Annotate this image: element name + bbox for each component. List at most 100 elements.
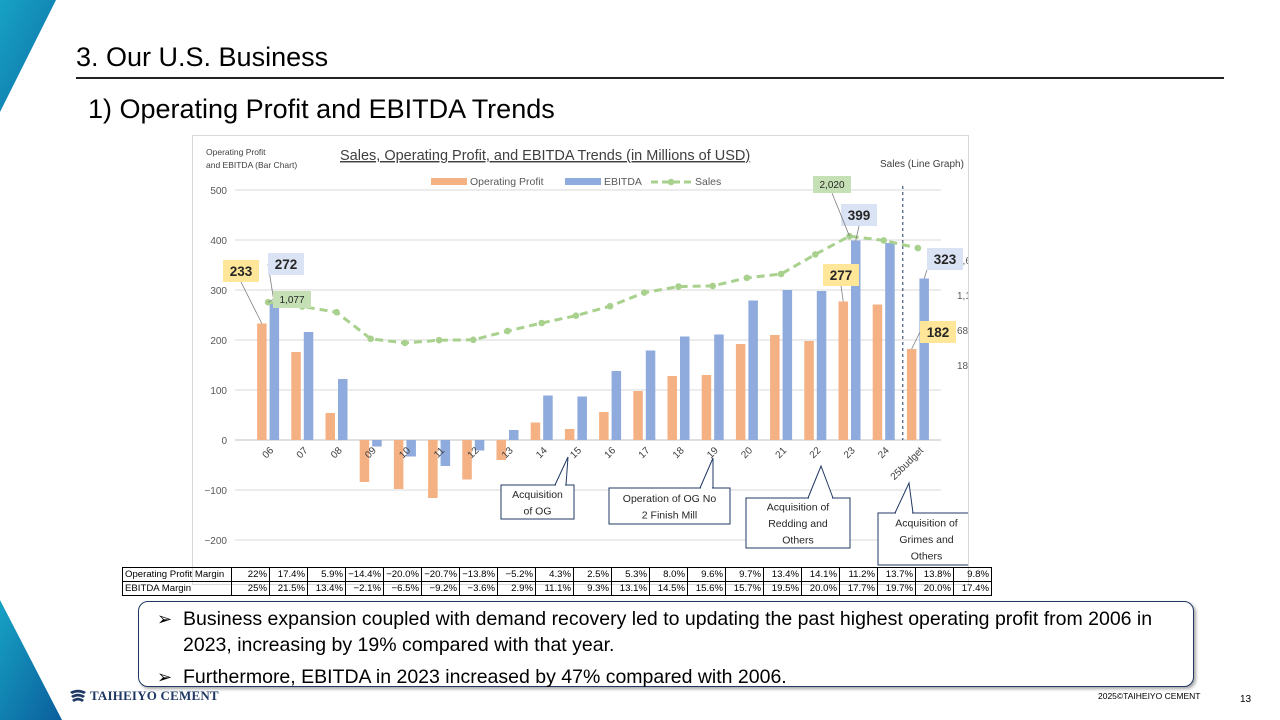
- bullet-item: ➢ Furthermore, EBITDA in 2023 increased …: [157, 664, 1167, 690]
- sales-point: [777, 270, 785, 278]
- x-tick-label: 25budget: [889, 445, 926, 482]
- annotations: Acquisition of OG Operation of OG No 2 Fini…: [500, 456, 968, 566]
- y-tick-label: 100: [210, 386, 227, 397]
- x-tick-label: 22: [808, 445, 824, 461]
- bar-operating-profit: [838, 301, 848, 440]
- callout-label: 182: [927, 325, 950, 340]
- bullet-text: Business expansion coupled with demand r…: [183, 608, 1153, 656]
- table-cell: −20.7%: [421, 567, 460, 582]
- legend-marker-sales: [667, 178, 675, 186]
- x-tick-label: 06: [261, 445, 277, 461]
- y2-tick-label: 680: [957, 326, 968, 337]
- callout-box: [927, 248, 963, 270]
- sales-point: [435, 336, 443, 344]
- table-cell: 17.7%: [839, 581, 878, 596]
- logo-text: TAIHEIYO CEMENT: [90, 688, 219, 703]
- callout-box: [813, 176, 851, 193]
- y-tick-label: 0: [221, 436, 227, 447]
- table-cell: 5.3%: [611, 567, 650, 582]
- table-cell: 13.4%: [763, 567, 802, 582]
- bar-operating-profit: [906, 349, 917, 440]
- bar-ebitda: [611, 371, 622, 440]
- y-tick-label: 200: [210, 336, 227, 347]
- bar-operating-profit: [599, 412, 609, 440]
- table-row: Operating Profit Margin 22% 17.4% 5.9% −14.4…: [122, 567, 992, 582]
- bar-ebitda: [782, 290, 793, 440]
- sales-point: [504, 327, 511, 335]
- bar-ebitda: [509, 430, 519, 440]
- table-cell: 11.1%: [535, 581, 574, 596]
- table-cell: 25%: [231, 581, 270, 596]
- callouts: 233 272 1,077 277 399 2,020 323 182: [223, 176, 963, 350]
- y-tick-label: 400: [210, 236, 227, 247]
- callout-leader: [923, 269, 928, 279]
- callout-box: [920, 321, 956, 343]
- sales-point: [401, 339, 409, 347]
- table-cell: 9.6%: [687, 567, 726, 582]
- bar-operating-profit: [257, 323, 267, 440]
- annotation-text: Others: [782, 535, 814, 547]
- callout-label: 277: [830, 268, 853, 283]
- copyright: 2025©TAIHEIYO CEMENT: [1098, 691, 1201, 701]
- y-tick-label: −200: [204, 536, 227, 547]
- bar-operating-profit: [496, 440, 506, 460]
- callout-leader: [240, 281, 263, 324]
- table-cell: 13.8%: [915, 567, 954, 582]
- y-axis-label: and EBITDA (Bar Chart): [206, 160, 297, 170]
- sales-point: [538, 319, 545, 327]
- x-tick-label: 07: [295, 445, 311, 461]
- table-cell: −2.1%: [345, 581, 384, 596]
- table-cell: 17.4%: [269, 567, 308, 582]
- bar-ebitda: [851, 240, 861, 440]
- bar-operating-profit: [735, 344, 746, 440]
- bar-operating-profit: [564, 429, 575, 440]
- bar-operating-profit: [428, 440, 438, 498]
- annotation-text: Others: [911, 551, 943, 563]
- table-cell: 15.6%: [687, 581, 726, 596]
- callout-label: 233: [230, 264, 253, 279]
- table-row: EBITDA Margin 25% 21.5% 13.4% −2.1% −6.5% −9.2…: [122, 581, 992, 596]
- table-cell: 5.9%: [307, 567, 346, 582]
- corner-decoration-bottom: [0, 600, 62, 720]
- bar-ebitda: [474, 440, 485, 451]
- callout-box: [841, 204, 877, 226]
- bar-ebitda: [269, 304, 280, 440]
- x-tick-label: 16: [603, 445, 619, 461]
- x-tick-label: 24: [876, 445, 892, 461]
- bar-ebitda: [919, 278, 929, 440]
- bar-ebitda: [680, 336, 690, 440]
- sales-point: [812, 251, 819, 258]
- bar-ebitda: [543, 395, 553, 440]
- sales-point: [880, 237, 887, 244]
- legend-label: Operating Profit: [470, 176, 544, 188]
- callout-box: [268, 253, 304, 275]
- arrow-bullet-icon: ➢: [157, 609, 173, 629]
- bar-ebitda: [338, 379, 348, 440]
- table-cell: 22%: [231, 567, 270, 582]
- table-cell: 19.7%: [877, 581, 916, 596]
- sales-point: [333, 308, 340, 316]
- bar-operating-profit: [291, 352, 301, 440]
- annotation-box: [877, 512, 968, 566]
- bar-operating-profit: [872, 304, 883, 440]
- table-cell: 4.3%: [535, 567, 574, 582]
- x-tick-label: 14: [534, 445, 550, 461]
- table-cell: 20.0%: [801, 581, 840, 596]
- table-cell: −9.2%: [421, 581, 460, 596]
- bar-ebitda: [714, 334, 724, 440]
- company-logo: TAIHEIYO CEMENT: [70, 688, 219, 704]
- table-cell: 9.3%: [573, 581, 612, 596]
- annotation-pointer: [554, 456, 569, 486]
- bar-ebitda: [577, 396, 587, 440]
- table-cell: −3.6%: [459, 581, 498, 596]
- sales-line: [264, 232, 922, 347]
- sales-point: [743, 274, 751, 282]
- bar-operating-profit: [462, 440, 472, 480]
- y2-axis-label: Sales (Line Graph): [880, 159, 964, 170]
- sales-point: [572, 312, 580, 319]
- callout-leader: [855, 225, 860, 241]
- bar-operating-profit: [393, 440, 404, 489]
- annotation-pointer: [699, 457, 714, 489]
- bar-ebitda: [816, 291, 827, 440]
- table-cell: 8.0%: [649, 567, 688, 582]
